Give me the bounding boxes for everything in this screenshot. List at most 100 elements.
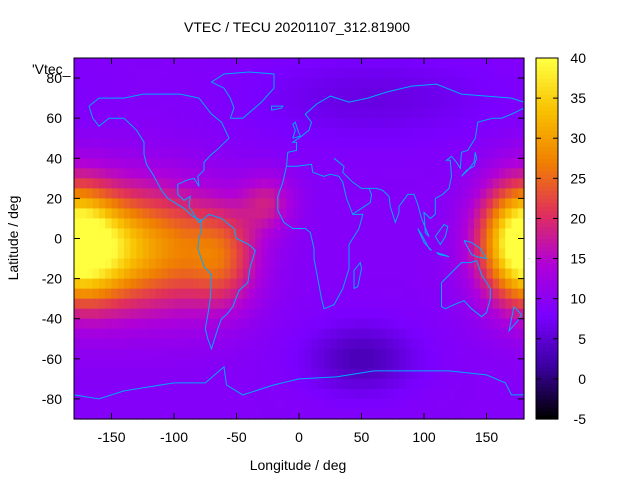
colorbar-segment — [536, 374, 558, 380]
heatmap-cell — [267, 128, 275, 139]
heatmap-cell — [349, 398, 356, 410]
heatmap-cell — [411, 338, 419, 350]
heatmap-cell — [480, 228, 488, 240]
heatmap-cell — [255, 138, 263, 149]
heatmap-cell — [355, 118, 363, 129]
heatmap-cell — [224, 248, 231, 260]
heatmap-cell — [311, 98, 319, 109]
heatmap-cell — [149, 288, 156, 300]
heatmap-cell — [236, 68, 244, 79]
heatmap-cell — [80, 288, 88, 300]
heatmap-cell — [399, 88, 406, 99]
heatmap-cell — [105, 358, 113, 370]
heatmap-cell — [174, 208, 181, 220]
heatmap-cell — [305, 218, 313, 230]
heatmap-cell — [467, 408, 475, 420]
heatmap-cell — [392, 398, 400, 410]
heatmap-cell — [349, 128, 356, 139]
heatmap-cell — [261, 58, 269, 69]
colorbar-segment — [536, 294, 558, 300]
heatmap-cell — [449, 88, 456, 99]
heatmap-cell — [274, 388, 281, 400]
heatmap-cell — [374, 328, 381, 340]
heatmap-cell — [155, 178, 163, 189]
heatmap-cell — [174, 168, 181, 179]
heatmap-cell — [99, 148, 106, 159]
heatmap-cell — [455, 378, 463, 390]
heatmap-cell — [130, 228, 138, 240]
heatmap-cell — [142, 278, 150, 290]
heatmap-cell — [117, 68, 125, 79]
heatmap-cell — [86, 228, 94, 240]
heatmap-cell — [386, 258, 394, 270]
heatmap-cell — [199, 328, 206, 340]
heatmap-cell — [224, 128, 231, 139]
heatmap-cell — [336, 58, 344, 69]
heatmap-cell — [230, 228, 238, 240]
heatmap-cell — [155, 228, 163, 240]
heatmap-cell — [399, 338, 406, 350]
heatmap-cell — [436, 288, 444, 300]
heatmap-cell — [486, 328, 494, 340]
heatmap-cell — [492, 388, 500, 400]
heatmap-cell — [249, 368, 256, 380]
heatmap-cell — [124, 138, 131, 149]
heatmap-cell — [505, 278, 513, 290]
heatmap-cell — [92, 68, 100, 79]
heatmap-cell — [511, 268, 519, 280]
heatmap-cell — [405, 138, 413, 149]
heatmap-cell — [180, 328, 188, 340]
heatmap-cell — [274, 88, 281, 99]
heatmap-cell — [199, 178, 206, 189]
heatmap-cell — [261, 358, 269, 370]
heatmap-cell — [367, 218, 375, 230]
heatmap-cell — [255, 278, 263, 290]
heatmap-cell — [224, 138, 231, 149]
heatmap-cell — [267, 148, 275, 159]
heatmap-cell — [74, 188, 81, 199]
heatmap-cell — [167, 248, 175, 260]
heatmap-cell — [186, 78, 194, 89]
heatmap-cell — [174, 288, 181, 300]
heatmap-cell — [342, 308, 350, 320]
heatmap-cell — [430, 58, 438, 69]
heatmap-cell — [92, 218, 100, 230]
heatmap-cell — [124, 78, 131, 89]
heatmap-cell — [499, 388, 506, 400]
heatmap-cell — [380, 178, 388, 189]
heatmap-cell — [155, 268, 163, 280]
heatmap-cell — [380, 118, 388, 129]
heatmap-cell — [386, 298, 394, 310]
heatmap-cell — [230, 318, 238, 330]
heatmap-cell — [99, 378, 106, 390]
heatmap-cell — [249, 208, 256, 220]
heatmap-cell — [230, 398, 238, 410]
heatmap-cell — [280, 178, 288, 189]
heatmap-cell — [455, 408, 463, 420]
heatmap-cell — [230, 348, 238, 360]
heatmap-cell — [92, 88, 100, 99]
heatmap-cell — [205, 68, 213, 79]
heatmap-cell — [399, 58, 406, 69]
heatmap-cell — [236, 228, 244, 240]
heatmap-cell — [442, 398, 450, 410]
heatmap-cell — [236, 118, 244, 129]
heatmap-cell — [474, 348, 481, 360]
heatmap-cell — [249, 318, 256, 330]
colorbar-segment — [536, 398, 558, 404]
heatmap-cell — [192, 258, 200, 270]
heatmap-cell — [255, 348, 263, 360]
heatmap-cell — [142, 78, 150, 89]
heatmap-cell — [274, 278, 281, 290]
heatmap-cell — [436, 218, 444, 230]
heatmap-cell — [442, 128, 450, 139]
heatmap-cell — [255, 258, 263, 270]
heatmap-cell — [105, 218, 113, 230]
heatmap-cell — [392, 278, 400, 290]
heatmap-cell — [192, 58, 200, 69]
heatmap-cell — [517, 378, 525, 390]
heatmap-cell — [311, 238, 319, 250]
heatmap-cell — [474, 268, 481, 280]
heatmap-cell — [461, 378, 469, 390]
heatmap-cell — [274, 248, 281, 260]
